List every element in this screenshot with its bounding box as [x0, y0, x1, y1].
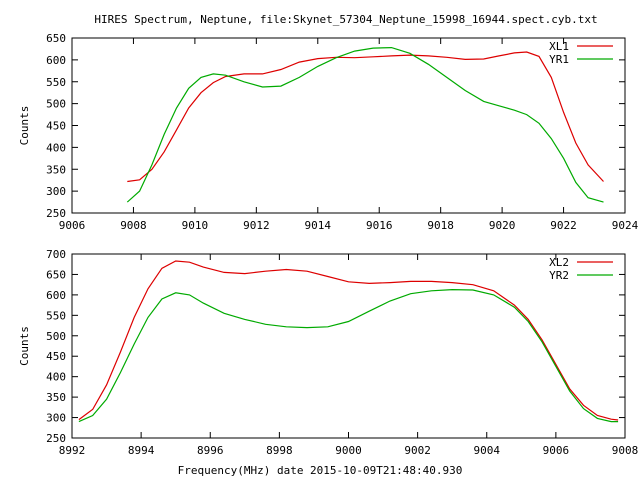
- plot-frame: [71, 37, 626, 214]
- x-tick-label: 9008: [612, 444, 639, 457]
- y-tick-label: 650: [46, 32, 66, 45]
- y-tick-label: 500: [46, 98, 66, 111]
- x-tick-label: 9012: [243, 219, 270, 232]
- legend-label-xl2: XL2: [549, 256, 569, 269]
- bottom-panel: 8992 8994 8996 8998 9000 9002 9004 9006 9008 250 3…: [18, 248, 638, 457]
- y-tick-label: 400: [46, 141, 66, 154]
- x-tick-label: 8998: [266, 444, 293, 457]
- x-tick-label: 9006: [59, 219, 86, 232]
- x-tick-label: 9006: [543, 444, 570, 457]
- series-line-yr2: [78, 288, 619, 423]
- top-panel: 9006 9008 9010 9012 9014 9016 9018 9020 9022 9024…: [18, 32, 639, 232]
- x-tick-label: 9016: [366, 219, 393, 232]
- legend-label-xl1: XL1: [549, 40, 569, 53]
- x-axis-label: Frequency(MHz) date 2015-10-09T21:48:40.…: [178, 464, 463, 477]
- y-tick-label: 700: [46, 248, 66, 261]
- y-tick-label: 450: [46, 120, 66, 133]
- y-tick-label: 350: [46, 163, 66, 176]
- legend-label-yr2: YR2: [549, 269, 569, 282]
- x-tick-label: 9022: [550, 219, 577, 232]
- x-tick-label: 9024: [612, 219, 639, 232]
- y-tick-label: 300: [46, 412, 66, 425]
- x-tick-label: 8992: [59, 444, 86, 457]
- y-tick-label: 400: [46, 371, 66, 384]
- y-tick-label: 550: [46, 309, 66, 322]
- figure-title: HIRES Spectrum, Neptune, file:Skynet_573…: [94, 13, 597, 26]
- y-tick-label: 500: [46, 330, 66, 343]
- x-tick-label: 9020: [489, 219, 516, 232]
- y-tick-label: 250: [46, 207, 66, 220]
- y-tick-label: 550: [46, 76, 66, 89]
- x-tick-label: 9010: [182, 219, 209, 232]
- x-tick-label: 8996: [197, 444, 224, 457]
- x-tick-label: 9014: [305, 219, 332, 232]
- y-axis-label: Counts: [18, 326, 31, 366]
- series-line-xl2: [78, 260, 619, 421]
- x-tick-label: 9008: [120, 219, 147, 232]
- y-tick-label: 250: [46, 432, 66, 445]
- y-tick-label: 600: [46, 289, 66, 302]
- y-tick-label: 450: [46, 350, 66, 363]
- y-tick-label: 600: [46, 54, 66, 67]
- x-tick-label: 9004: [474, 444, 501, 457]
- series-line-yr1: [126, 46, 604, 203]
- y-tick-label: 350: [46, 391, 66, 404]
- series-line-xl1: [127, 51, 604, 183]
- legend-label-yr1: YR1: [549, 53, 569, 66]
- x-tick-label: 9002: [404, 444, 431, 457]
- x-tick-label: 9000: [335, 444, 362, 457]
- x-tick-label: 9018: [427, 219, 454, 232]
- y-tick-label: 650: [46, 268, 66, 281]
- y-axis-label: Counts: [18, 106, 31, 146]
- x-tick-label: 8994: [128, 444, 155, 457]
- y-tick-label: 300: [46, 185, 66, 198]
